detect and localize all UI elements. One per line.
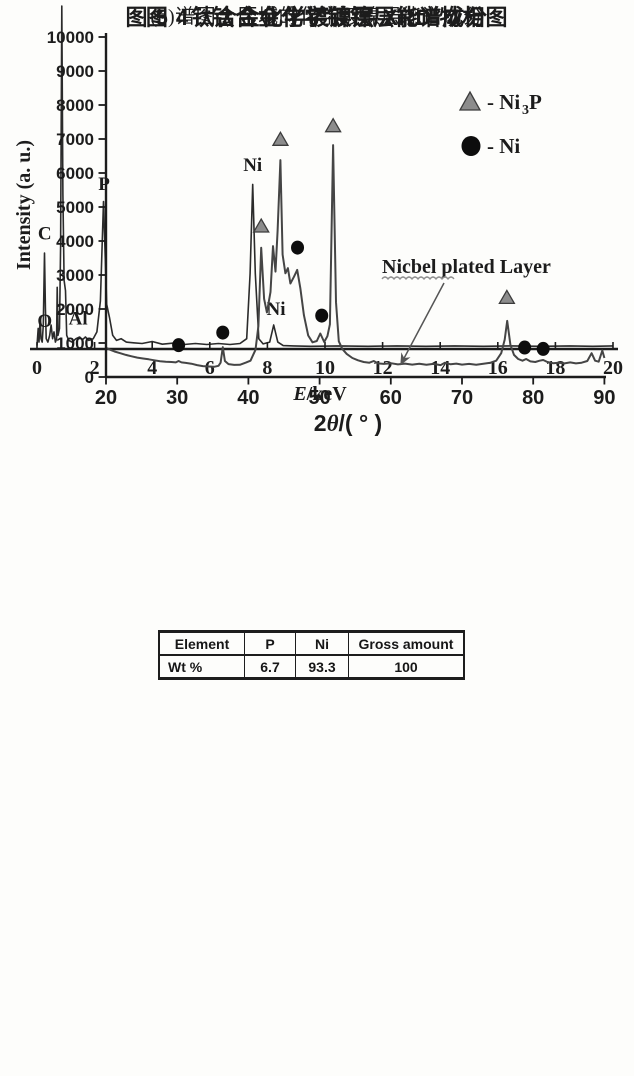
- header-ni: Ni: [295, 631, 349, 656]
- xrd-y-tick-label: 10000: [47, 28, 94, 47]
- xrd-marker-ni3p-triangle: [498, 289, 516, 305]
- xrd-x-tick-label: 70: [451, 387, 473, 409]
- xrd-x-tick-label: 60: [380, 387, 402, 409]
- xrd-marker-ni3p-triangle: [324, 117, 342, 133]
- xrd-y-axis-label: Intensity (a. u.): [13, 140, 35, 270]
- composition-table-header-row: Element P Ni Gross amount: [158, 631, 465, 656]
- legend-ni3p-label: - Ni 3P: [487, 90, 542, 118]
- xrd-x-tick-label: 50: [308, 387, 330, 409]
- xrd-marker-ni-circle: [536, 341, 550, 356]
- xrd-curve: [105, 144, 606, 368]
- xrd-marker-ni3p-triangle: [252, 217, 270, 233]
- header-p: P: [244, 631, 296, 656]
- xrd-y-tick-label: 7000: [56, 130, 94, 149]
- eds-x-tick-label: 8: [262, 357, 272, 379]
- xrd-y-tick-label: 4000: [56, 232, 94, 251]
- cell-wt-p: 6.7: [244, 654, 296, 679]
- xrd-marker-ni-circle: [315, 308, 329, 323]
- xrd-y-tick-label: 5000: [56, 198, 94, 217]
- xrd-y-tick-label: 0: [85, 368, 94, 387]
- xrd-x-tick-label: 80: [522, 387, 544, 409]
- cell-wt-ni: 93.3: [295, 654, 349, 679]
- xrd-y-tick-label: 6000: [56, 164, 94, 183]
- eds-peak-label-c: C: [38, 224, 52, 245]
- eds-x-tick-label: 4: [147, 357, 157, 379]
- cell-wt-gross: 100: [348, 654, 465, 679]
- eds-peak-label-p: P: [98, 174, 110, 195]
- xrd-y-tick-label: 3000: [56, 266, 94, 285]
- wavy-underline: [381, 276, 455, 281]
- xrd-y-tick-label: 8000: [56, 96, 94, 115]
- cell-wt-label: Wt %: [158, 654, 245, 679]
- eds-curve: [36, 5, 614, 348]
- eds-peak-label-al: Al: [69, 309, 88, 330]
- eds-peak-label-ni: Ni: [267, 299, 286, 320]
- nickel-layer-annotation: Nicbel plated Layer: [382, 256, 551, 278]
- figure4-caption: 图 4 钛合金化学镀镍层能谱成分: [145, 5, 489, 30]
- xrd-x-tick-label: 40: [237, 387, 259, 409]
- xrd-x-axis-label: 2θ/( ° ): [314, 410, 382, 436]
- figure5-caption: 图 5 钛合金化学镀镍层 XRD 物相图: [125, 5, 509, 30]
- xrd-marker-ni-circle: [216, 325, 230, 340]
- legend-ni-circle-icon: [461, 136, 481, 156]
- legend-ni-label: - Ni: [487, 134, 520, 158]
- eds-peak-label-ni: Ni: [243, 155, 262, 176]
- legend-ni3p-triangle-icon: [458, 90, 482, 111]
- eds-x-axis-label: E/keV: [292, 383, 347, 405]
- eds-x-tick-label: 10: [315, 357, 335, 379]
- header-element: Element: [158, 631, 245, 656]
- xrd-y-tick-label: 1000: [56, 334, 94, 353]
- composition-table: Element P Ni Gross amount Wt % 6.7 93.3 …: [158, 630, 465, 680]
- xrd-y-tick-label: 2000: [56, 300, 94, 319]
- xrd-marker-ni-circle: [518, 340, 532, 355]
- annotation-arrow: [400, 282, 445, 366]
- header-gross-amount: Gross amount: [348, 631, 465, 656]
- figure4-subcaption: (b)谱图 2 区域的化学镀镍层能谱成分: [150, 6, 484, 28]
- xrd-x-tick-label: 20: [95, 387, 117, 409]
- eds-x-tick-label: 6: [205, 357, 215, 379]
- eds-peak-label-o: O: [37, 311, 52, 332]
- composition-table-wt-row: Wt % 6.7 93.3 100: [158, 654, 465, 679]
- eds-x-tick-label: 2: [90, 357, 100, 379]
- xrd-x-tick-label: 90: [593, 387, 615, 409]
- xrd-y-tick-label: 9000: [56, 62, 94, 81]
- xrd-x-tick-label: 30: [166, 387, 188, 409]
- eds-x-tick-label: 20: [603, 357, 623, 379]
- xrd-pattern-chart: 0100020003000400050006000700080009000100…: [13, 28, 616, 436]
- eds-x-tick-label: 0: [32, 357, 42, 379]
- xrd-marker-ni-circle: [172, 338, 186, 353]
- xrd-marker-ni-circle: [291, 240, 305, 255]
- xrd-marker-ni3p-triangle: [271, 130, 290, 146]
